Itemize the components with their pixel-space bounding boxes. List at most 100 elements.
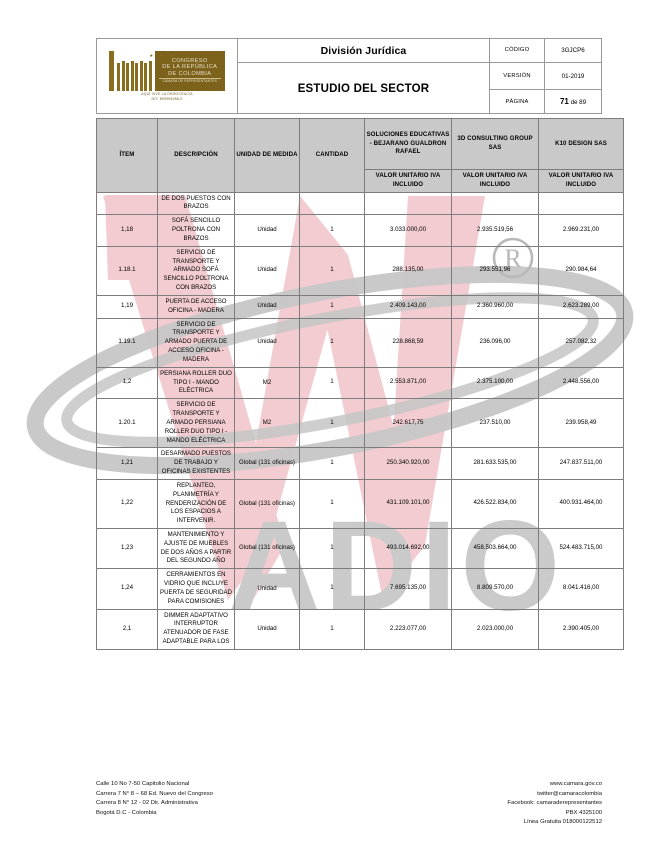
cell-unidad: Unidad [234,608,300,650]
table-row: 1,19 PUERTA DE ACCESO OFICINA - MADERA Uni… [96,294,624,319]
document-footer: Calle 10 No 7-50 Capitolio Nacional Carre… [96,780,602,828]
table-row: 1.18.1 SERVICIO DE TRANSPORTE Y ARMADO SO… [96,245,624,296]
cell-descripcion: DESARMADO PUESTOS DE TRABAJO Y OFICINAS … [157,447,235,480]
cell-item: 1.20.1 [96,398,158,449]
col-subheader-vendor-3: VALOR UNITARIO IVA INCLUIDO [538,169,624,193]
cell-item: 1.19.1 [96,317,158,368]
cell-v1: 250.340.920,00 [364,447,452,480]
meta-label-codigo: CÓDIGO [489,38,545,63]
cell-descripcion: CERRAMIENTOS EN VIDRIO QUE INCLUYE PUERT… [157,568,235,610]
cell-v2: 8.809.570,00 [451,568,539,610]
cell-descripcion: MANTENIMIENTO Y AJUSTE DE MUEBLES DE DOS… [157,527,235,570]
cell-unidad: Unidad [234,294,300,319]
footer-line: Calle 10 No 7-50 Capitolio Nacional [96,781,190,787]
cell-item: 1,23 [96,527,158,570]
cell-item: 1,2 [96,366,158,400]
cell-cantidad: 1 [299,245,365,296]
cell-unidad: Unidad [234,317,300,368]
col-subheader-vendor-1: VALOR UNITARIO IVA INCLUIDO [364,169,452,193]
cell-v3 [538,191,624,216]
cell-cantidad: 1 [299,608,365,650]
cell-item: 1,19 [96,294,158,319]
cell-unidad: Unidad [234,568,300,610]
cell-unidad: Unidad [234,245,300,296]
table-row: 1,2 PERSIANA ROLLER DUO TIPO I - MANDO EL… [96,366,624,400]
logo-line-2: DE LA REPÚBLICA [162,64,218,71]
cell-descripcion: SERVICIO DE TRANSPORTE Y ARMADO PUERTA D… [157,317,235,368]
cell-v3: 8.041.416,00 [538,568,624,610]
cell-unidad: M2 [234,398,300,449]
cell-v3: 400.931.464,00 [538,478,624,529]
page-title: ESTUDIO DEL SECTOR [237,61,490,115]
footer-address-block: Calle 10 No 7-50 Capitolio Nacional Carre… [96,780,213,828]
cell-v1: 3.033.000,00 [364,214,452,247]
cell-v2 [451,191,539,216]
col-header-cantidad: CANTIDAD [299,118,365,193]
col-header-unidad: UNIDAD DE MEDIDA [234,118,300,193]
cell-cantidad [299,191,365,216]
logo-line-4: CÁMARA DE REPRESENTANTES [158,78,221,84]
cell-descripcion: REPLANTEO, PLANIMETRÍA Y RENDERIZACIÓN D… [157,478,235,529]
cell-v1: 2.223.077,00 [364,608,452,650]
cell-v2: 426.522.834,00 [451,478,539,529]
cell-v1 [364,191,452,216]
page-total: 89 [579,99,587,107]
logo-line-1: CONGRESO [171,58,208,65]
cell-v2: 236.096,00 [451,317,539,368]
cell-v3: 247.837.511,00 [538,447,624,480]
cell-v3: 2.969.231,00 [538,214,624,247]
cell-v2: 458.503.664,00 [451,527,539,570]
cell-item: 1,22 [96,478,158,529]
cell-cantidad: 1 [299,478,365,529]
cell-v3: 524.483.715,00 [538,527,624,570]
cell-descripcion: PERSIANA ROLLER DUO TIPO I - MANDO ELÉCT… [157,366,235,400]
document-masthead: ★ ★ ★ CONGRESO DE LA REPÚBLICA DE COLOMB… [96,38,602,115]
col-subheader-vendor-2: VALOR UNITARIO IVA INCLUIDO [451,169,539,193]
cell-v2: 293.551,96 [451,245,539,296]
logo-stars-icon: ★ ★ ★ [149,53,177,59]
cell-item: 2,1 [96,608,158,650]
cell-cantidad: 1 [299,366,365,400]
cell-cantidad: 1 [299,398,365,449]
cell-descripcion: SOFÁ SENCILLO POLTRONA CON BRAZOS [157,214,235,247]
cell-cantidad: 1 [299,317,365,368]
logo-wordmark: CONGRESO DE LA REPÚBLICA DE COLOMBIA CÁM… [154,51,225,92]
footer-line: twitter@camaracolombia [537,790,602,797]
cell-v1: 2.553.871,00 [364,366,452,400]
logo-nit: NIT: 899999088-0 [151,96,183,101]
cell-v1: 228.868,59 [364,317,452,368]
table-row: 1.20.1 SERVICIO DE TRANSPORTE Y ARMADO PE… [96,398,624,449]
cell-v3: 290.984,64 [538,245,624,296]
cell-v2: 2.360.960,00 [451,294,539,319]
meta-label-pagina: PÁGINA [489,89,545,114]
col-header-item: ÍTEM [96,118,158,193]
footer-line: PBX 4325100 [565,809,602,816]
cell-v1: 431.109.101,00 [364,478,452,529]
congress-logo: ★ ★ ★ CONGRESO DE LA REPÚBLICA DE COLOMB… [96,38,238,114]
cell-descripcion: DIMMER ADAPTATIVO INTERRUPTOR ATENUADOR … [157,608,235,650]
cell-item [96,191,158,216]
cell-descripcion: PUERTA DE ACCESO OFICINA - MADERA [157,294,235,319]
footer-line: Bogotá D.C - Colombia [96,809,157,816]
cell-v3: 2.448.556,00 [538,366,624,400]
cell-v1: 242.617,75 [364,398,452,449]
cell-descripcion: SERVICIO DE TRANSPORTE Y ARMADO SOFÁ SEN… [157,245,235,296]
sector-study-table: ÍTEM DESCRIPCIÓN UNIDAD DE MEDIDA CANTID… [96,118,624,650]
cell-unidad: Global (131 oficinas) [234,447,300,480]
footer-line: Facebook: camaraderepresentantes [507,800,602,807]
meta-value-version: 01-2019 [544,61,602,91]
page-number: 71 [559,97,569,107]
table-header: ÍTEM DESCRIPCIÓN UNIDAD DE MEDIDA CANTID… [96,118,624,193]
cell-v3: 2.623.289,00 [538,294,624,319]
footer-line: Carrera 7 N° 8 – 68 Ed. Nuevo del Congre… [96,790,213,797]
footer-line: Línea Gratuita 018000122512 [523,819,602,826]
logo-columns-icon [117,51,155,92]
table-row: 1,21 DESARMADO PUESTOS DE TRABAJO Y OFICI… [96,447,624,480]
footer-contact-block: www.camara.gov.co twitter@camaracolombia F… [507,780,602,828]
cell-v2: 281.633.535,00 [451,447,539,480]
cell-item: 1,21 [96,447,158,480]
table-row: 1,18 SOFÁ SENCILLO POLTRONA CON BRAZOS Uni… [96,214,624,247]
cell-unidad: M2 [234,366,300,400]
cell-descripcion: DE DOS PUESTOS CON BRAZOS [157,191,235,216]
table-row: 1,24 CERRAMIENTOS EN VIDRIO QUE INCLUYE P… [96,568,624,610]
